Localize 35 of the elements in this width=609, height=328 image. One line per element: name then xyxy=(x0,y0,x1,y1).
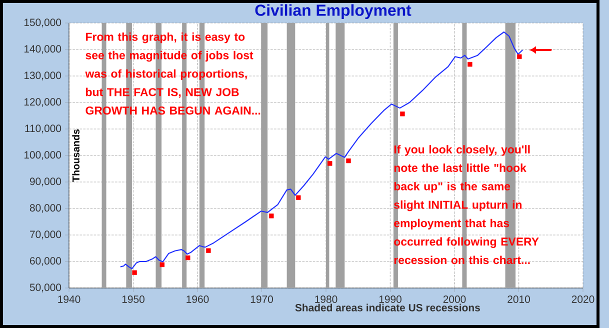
point xyxy=(206,248,211,253)
y-tick-label: 80,000 xyxy=(30,204,62,213)
x-tick-label: 1990 xyxy=(379,296,402,303)
x-tick-label: 2000 xyxy=(443,296,466,303)
point xyxy=(296,195,301,200)
x-tick-label: 1940 xyxy=(58,296,80,303)
chart-title: Civilian Employment xyxy=(255,4,412,20)
point xyxy=(346,158,351,164)
x-tick-label: 1970 xyxy=(250,296,273,303)
x-tick-label: 1950 xyxy=(122,296,144,303)
y-tick-label: 140,000 xyxy=(24,45,62,54)
point xyxy=(328,161,332,166)
x-tick-label: 2010 xyxy=(508,296,530,303)
x-axis-title: Shaded areas indicate US recessions xyxy=(295,304,480,312)
y-tick-label: 100,000 xyxy=(24,151,62,160)
point xyxy=(468,62,472,67)
point xyxy=(186,255,190,260)
point xyxy=(269,214,274,218)
point xyxy=(517,54,522,59)
point xyxy=(160,262,165,268)
y-tick-label: 70,000 xyxy=(30,230,62,240)
y-tick-label: 120,000 xyxy=(24,98,62,107)
y-tick-label: 90,000 xyxy=(30,178,62,186)
point xyxy=(132,270,137,275)
y-tick-label: 50,000 xyxy=(30,284,62,292)
y-tick-label: 150,000 xyxy=(24,18,62,28)
y-axis-title: Thousands xyxy=(72,129,80,182)
point xyxy=(400,112,405,116)
x-tick-label: 1980 xyxy=(315,296,338,303)
y-tick-label: 130,000 xyxy=(24,72,62,80)
y-tick-label: 110,000 xyxy=(25,124,62,134)
annotation: If you look closely, you'll note the last little "hook back up" is the same slight INITIAL upturn in employment that has occurred following EVERY recession on this chart... xyxy=(394,145,539,264)
y-tick-label: 60,000 xyxy=(30,257,62,266)
x-tick-label: 2020 xyxy=(572,296,594,303)
x-tick-label: 1960 xyxy=(186,296,209,303)
